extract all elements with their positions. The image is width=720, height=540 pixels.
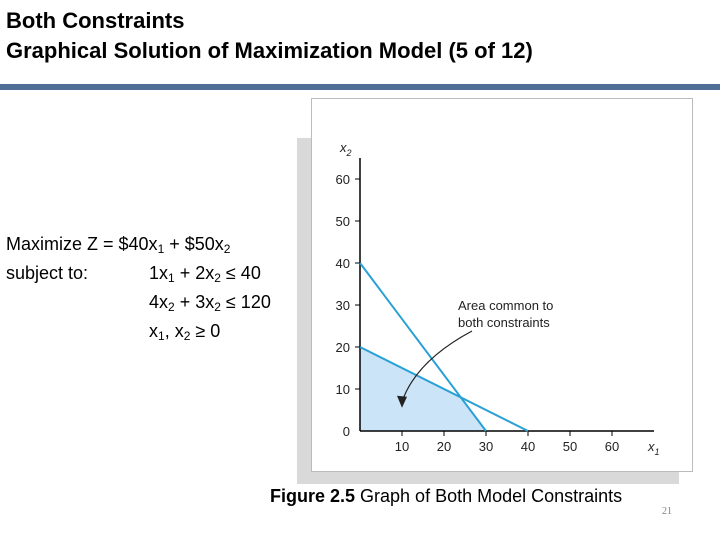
c3-a: x xyxy=(149,321,158,341)
caption-text: Graph of Both Model Constraints xyxy=(355,486,623,506)
constraint-line-2 xyxy=(359,262,487,432)
c1-c: ≤ 40 xyxy=(220,263,261,283)
c1-sub-1: 1 xyxy=(168,271,175,285)
c2-sub-2: 2 xyxy=(214,300,221,314)
x-tick-label-10: 10 xyxy=(395,439,409,454)
y-tick-label-0: 0 xyxy=(343,424,350,439)
c2-b: + 3x xyxy=(174,292,215,312)
objective-sub-2: 2 xyxy=(223,242,231,256)
y-axis-label: x2 xyxy=(339,140,352,158)
annotation-arrowhead xyxy=(397,395,407,408)
x-tick-label-30: 30 xyxy=(479,439,493,454)
c3-c: ≥ 0 xyxy=(190,321,221,341)
constraint-graph: 10 20 30 40 50 60 0 10 20 30 40 50 60 x1 x2 Area common… xyxy=(336,140,660,457)
y-tick-label-40: 40 xyxy=(336,256,350,271)
y-tick-label-20: 20 xyxy=(336,340,350,355)
title-line-1: Both Constraints xyxy=(6,8,185,33)
y-tick-label-60: 60 xyxy=(336,172,350,187)
c2-a: 4x xyxy=(149,292,169,312)
slide-title: Both Constraints Graphical Solution of M… xyxy=(6,6,706,66)
c1-sub-2: 2 xyxy=(214,271,221,285)
c3-sub-2: 2 xyxy=(183,329,191,343)
x-tick-label-50: 50 xyxy=(563,439,577,454)
c2-c: ≤ 120 xyxy=(220,292,271,312)
x-axis-label: x1 xyxy=(647,439,660,457)
figure-frame: 10 20 30 40 50 60 0 10 20 30 40 50 60 x1 x2 Area common… xyxy=(311,98,693,472)
y-tick-label-50: 50 xyxy=(336,214,350,229)
y-tick-label-30: 30 xyxy=(336,298,350,313)
annotation-line-2: both constraints xyxy=(458,315,550,330)
x-tick-label-20: 20 xyxy=(437,439,451,454)
c3-sub-1: 1 xyxy=(158,329,165,343)
c2-sub-1: 2 xyxy=(168,300,175,314)
y-tick-label-10: 10 xyxy=(336,382,350,397)
c1-a: 1x xyxy=(149,263,169,283)
slide-number: 21 xyxy=(662,506,672,517)
constraint-line-1 xyxy=(359,346,529,432)
feasible-region xyxy=(360,347,486,431)
objective-prefix: Maximize Z = $40x xyxy=(6,234,158,254)
objective-mid: + $50x xyxy=(164,234,224,254)
c1-b: + 2x xyxy=(174,263,215,283)
x-tick-label-40: 40 xyxy=(521,439,535,454)
objective-sub-1: 1 xyxy=(157,242,165,256)
title-divider xyxy=(0,84,720,90)
annotation-arrow xyxy=(401,330,473,402)
caption-bold: Figure 2.5 xyxy=(270,486,356,506)
annotation-line-1: Area common to xyxy=(458,298,553,313)
x-tick-label-60: 60 xyxy=(605,439,619,454)
figure-caption: Figure 2.5 Graph of Both Model Constrain… xyxy=(270,486,622,507)
subject-to-label: subject to: xyxy=(6,263,89,283)
title-line-2: Graphical Solution of Maximization Model… xyxy=(6,38,533,63)
c3-b: , x xyxy=(164,321,184,341)
